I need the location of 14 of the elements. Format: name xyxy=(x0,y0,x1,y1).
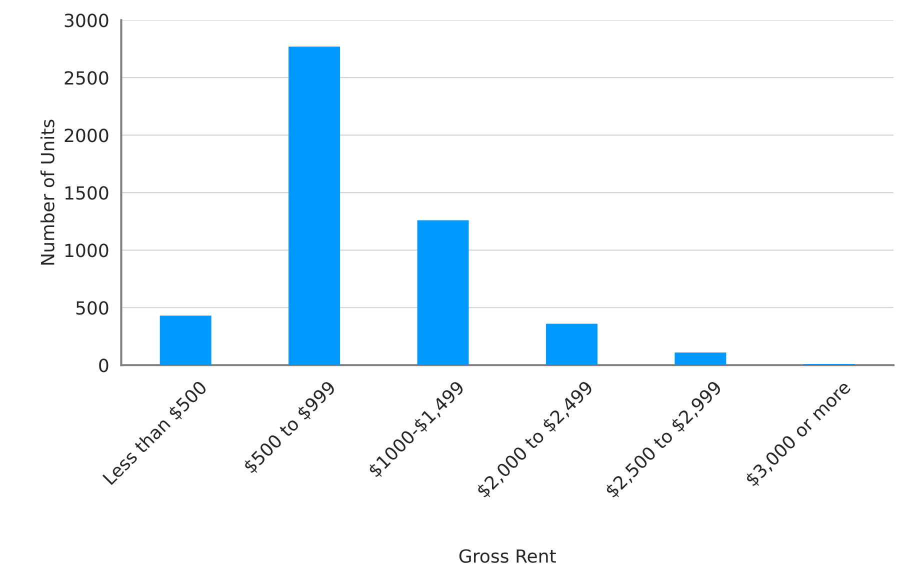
bar xyxy=(546,324,598,366)
bar xyxy=(674,352,726,366)
y-axis-title: Number of Units xyxy=(40,120,54,265)
y-tick-label: 2500 xyxy=(64,71,108,85)
y-tick-label: 2000 xyxy=(64,128,108,142)
bar xyxy=(288,46,340,366)
y-tick-label: 0 xyxy=(99,358,108,372)
y-tick-label: 500 xyxy=(76,301,108,315)
y-tick-label: 1000 xyxy=(65,244,108,258)
bar xyxy=(417,220,469,366)
x-axis-title: Gross Rent xyxy=(459,549,556,563)
y-tick-label: 1500 xyxy=(65,186,108,200)
bar xyxy=(160,316,212,366)
y-tick-label: 3000 xyxy=(64,14,108,28)
